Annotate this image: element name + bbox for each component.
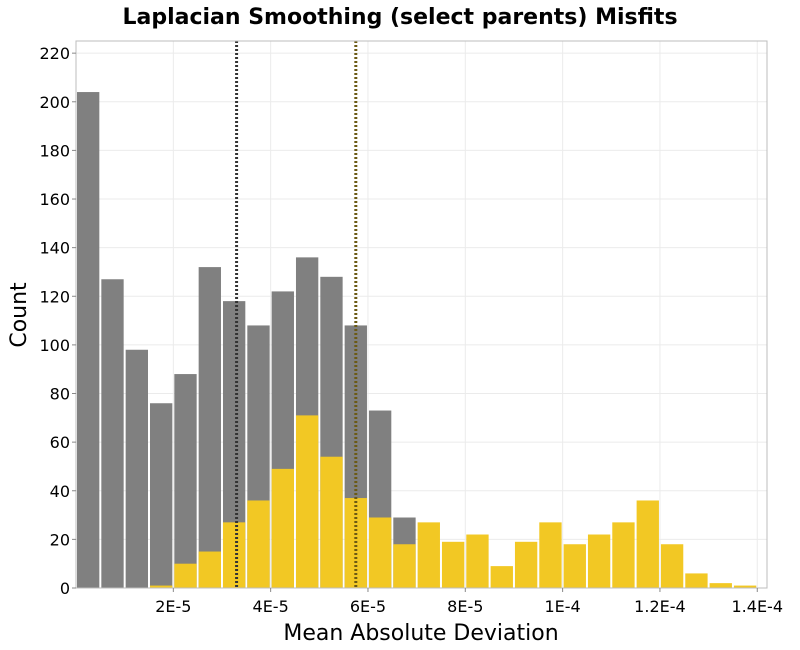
bar-yellow — [514, 541, 538, 588]
grid-lines — [76, 41, 767, 589]
x-tick-label: 8E-5 — [447, 597, 483, 616]
bar-gray — [125, 349, 148, 588]
y-tick-label: 120 — [39, 287, 70, 306]
bar-gray — [101, 279, 124, 588]
bar-yellow — [247, 500, 270, 588]
x-tick-label: 1E-4 — [544, 597, 580, 616]
bar-yellow — [660, 544, 684, 588]
x-axis-label: Mean Absolute Deviation — [283, 621, 558, 646]
x-tick-label: 1.4E-4 — [732, 597, 784, 616]
y-tick-label: 60 — [50, 433, 70, 452]
chart-title: Laplacian Smoothing (select parents) Mis… — [122, 5, 677, 30]
bar-yellow — [174, 563, 197, 588]
bars — [77, 92, 757, 588]
bar-yellow — [344, 498, 367, 588]
bar-yellow — [636, 500, 659, 588]
bar-yellow — [685, 573, 708, 588]
y-tick-label: 80 — [50, 385, 70, 404]
y-tick-label: 20 — [50, 530, 70, 549]
y-tick-label: 0 — [60, 579, 70, 598]
bar-yellow — [295, 415, 319, 588]
bar-yellow — [149, 585, 173, 588]
bar-gray — [198, 267, 221, 588]
bar-yellow — [393, 544, 416, 588]
bar-yellow — [587, 534, 611, 588]
y-tick-label: 220 — [39, 44, 70, 63]
y-tick-label: 40 — [50, 482, 70, 501]
bar-yellow — [563, 544, 586, 588]
bar-yellow — [612, 522, 635, 588]
bar-gray — [77, 92, 100, 588]
y-tick-label: 200 — [39, 93, 70, 112]
bar-yellow — [198, 551, 221, 588]
x-tick-label: 2E-5 — [155, 597, 191, 616]
bar-yellow — [368, 517, 392, 588]
y-tick-label: 160 — [39, 190, 70, 209]
bar-gray — [222, 301, 246, 588]
y-axis-label: Count — [7, 282, 32, 348]
bar-yellow — [466, 534, 489, 588]
x-tick-label: 4E-5 — [253, 597, 289, 616]
bar-yellow — [320, 456, 343, 588]
y-tick-label: 140 — [39, 239, 70, 258]
bar-yellow — [539, 522, 562, 588]
y-tick-label: 180 — [39, 141, 70, 160]
x-axis-ticks: 2E-5 4E-5 6E-5 8E-5 1E-4 1.2E-4 1.4E-4 — [155, 588, 783, 616]
bar-yellow — [709, 583, 732, 588]
bar-yellow — [733, 585, 757, 588]
bar-gray — [174, 374, 197, 588]
bar-yellow — [271, 468, 294, 588]
x-tick-label: 1.2E-4 — [634, 597, 686, 616]
bar-yellow — [490, 566, 513, 588]
y-tick-label: 100 — [39, 336, 70, 355]
y-axis-ticks: 0 20 40 60 80 100 120 140 160 180 200 220 — [39, 44, 76, 598]
bar-yellow — [417, 522, 440, 588]
plot-frame — [75, 40, 768, 589]
reference-lines — [235, 41, 358, 588]
bar-yellow — [441, 541, 465, 588]
bar-gray — [149, 403, 173, 588]
x-tick-label: 6E-5 — [350, 597, 386, 616]
bar-yellow — [222, 522, 246, 588]
